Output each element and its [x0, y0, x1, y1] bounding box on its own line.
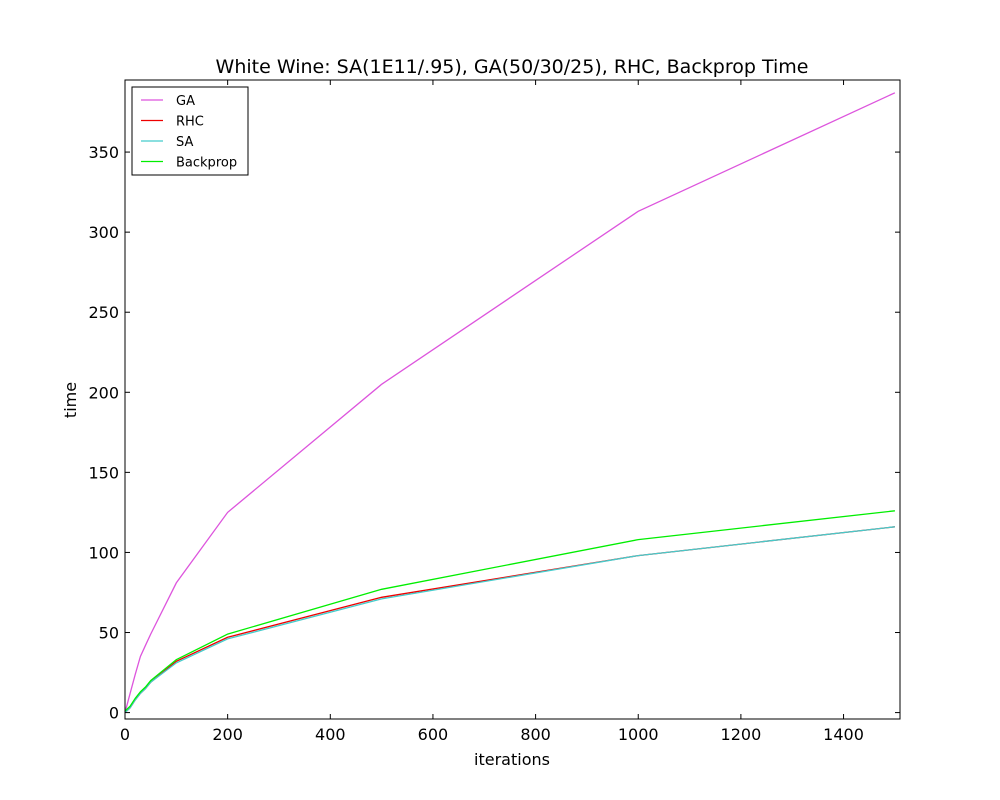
legend-label-rhc: RHC: [176, 115, 204, 130]
series-line-backprop: [124, 510, 895, 712]
x-tick-label: 200: [212, 725, 243, 744]
y-tick-label: 300: [88, 223, 119, 242]
legend-label-backprop: Backprop: [176, 156, 237, 171]
x-tick-label: 1400: [823, 725, 864, 744]
x-tick-label: 400: [315, 725, 346, 744]
x-tick-label: 600: [418, 725, 449, 744]
series-layer: [124, 92, 896, 714]
tick-layer: 0 200 400 600 800 1000 1200 1400 0 50 100 150 200 250…: [88, 80, 900, 744]
x-tick-label: 1000: [618, 725, 659, 744]
y-tick-label: 50: [99, 624, 119, 643]
series-line-ga: [124, 92, 896, 713]
legend-box: [131, 86, 249, 176]
legend-label-ga: GA: [176, 94, 195, 109]
series-line-sa: [124, 526, 895, 714]
y-tick-label: 200: [88, 383, 119, 402]
y-axis-label: time: [61, 382, 80, 418]
y-tick-label: 100: [88, 543, 119, 562]
plot-frame: [124, 79, 901, 720]
x-axis-label: iterations: [474, 750, 550, 769]
x-tick-label: 0: [120, 725, 130, 744]
y-tick-label: 250: [88, 303, 119, 322]
chart-title: White Wine: SA(1E11/.95), GA(50/30/25), …: [216, 56, 809, 78]
y-tick-label: 0: [109, 704, 119, 723]
legend: GA RHC SA Backprop: [131, 86, 249, 176]
series-line-rhc: [124, 526, 895, 714]
y-tick-label: 150: [88, 463, 119, 482]
x-tick-label: 800: [520, 725, 551, 744]
x-tick-label: 1200: [721, 725, 762, 744]
y-tick-label: 350: [88, 143, 119, 162]
legend-label-sa: SA: [176, 135, 193, 150]
